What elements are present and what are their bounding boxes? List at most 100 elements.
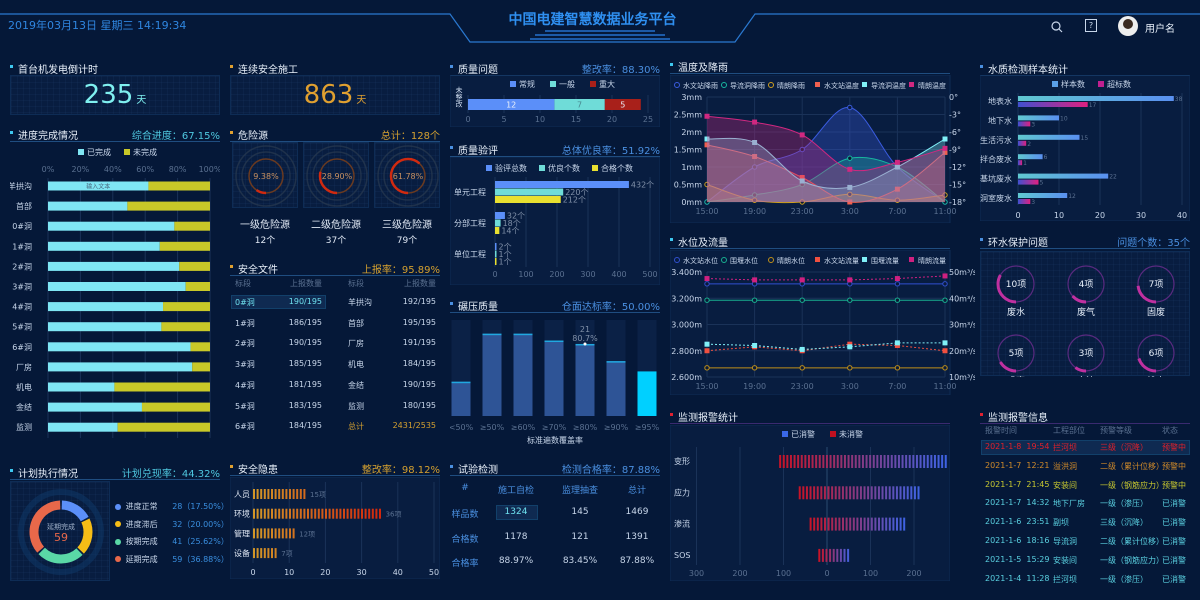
x-tick: 20 <box>607 115 617 124</box>
x-tick: 19:00 <box>743 207 766 216</box>
bar-todo <box>174 221 210 231</box>
avatar[interactable] <box>1118 16 1138 36</box>
legend-label: 进度滞后 <box>125 519 158 529</box>
cleared-segment <box>833 455 836 468</box>
hazard-bar-segment <box>325 508 327 519</box>
x-tick: 3:00 <box>841 382 859 391</box>
username[interactable]: 用户名 <box>1145 24 1175 35</box>
cleared-segment <box>845 517 848 531</box>
table-cell: 合格率 <box>451 559 479 569</box>
cleared-segment <box>851 455 854 468</box>
cleared-segment <box>906 486 909 500</box>
alarm-row[interactable]: 2021-1-5 15:29 安装间 一级（钢筋应力） 已消警 <box>0 555 1200 567</box>
alarm-row[interactable]: 2021-1-4 11:28 拦河坝 一级（渗压） 已消警 <box>0 574 1200 586</box>
hazard-bar-segment <box>263 508 266 519</box>
bar-value: 7 <box>577 101 582 110</box>
category-label: 人员 <box>234 490 250 499</box>
bar-value: 32个 <box>507 212 525 221</box>
legend-item-swatch <box>550 81 556 87</box>
y-left-tick: 3.200m <box>671 294 702 303</box>
legend-label: 晴朗温度 <box>918 81 946 90</box>
x-tick: 7:00 <box>888 382 906 391</box>
rolling-bar <box>606 361 626 416</box>
table-header: 标段 <box>348 279 364 288</box>
bar-value: 3 <box>1031 199 1035 206</box>
hazard-bar-segment <box>379 508 381 519</box>
legend-label: 水文站水位 <box>683 256 718 265</box>
hazard-bar-segment <box>271 508 273 519</box>
cleared-segment <box>856 517 859 531</box>
table-cell: 190/195 <box>288 338 322 348</box>
danger-ring-box: 61.78% <box>374 142 440 208</box>
cleared-segment <box>870 486 873 500</box>
cleared-segment <box>885 486 888 500</box>
plan-legend-item: 进度正常 28（17.50%） <box>115 498 229 516</box>
bar-cap <box>451 381 471 384</box>
table-cell: 6#洞 <box>235 422 255 432</box>
cleared-segment <box>881 517 884 531</box>
cleared-segment <box>827 517 830 531</box>
series-area <box>707 107 945 202</box>
cleared-segment <box>829 455 832 468</box>
rolling-bar <box>513 333 533 416</box>
table-cell: 145 <box>571 507 589 517</box>
hazard-bar-segment <box>289 508 291 519</box>
alarm-row[interactable]: 2021-1-7 12:21 溢洪洞 二级（累计位移） 预警中 <box>0 461 1200 473</box>
danger-label: 二级危险源 <box>311 220 361 231</box>
category-label: 单元工程 <box>454 187 486 197</box>
data-point <box>704 348 710 354</box>
hazard-bar-segment <box>364 508 367 519</box>
table-header: 施工自检 <box>497 486 534 496</box>
help-icon[interactable]: ? <box>1085 19 1097 32</box>
ring-percent: 9.38% <box>253 172 279 181</box>
y-left-tick: 0mm <box>681 198 702 207</box>
table-cell: 183/195 <box>288 400 322 410</box>
cleared-segment <box>887 455 890 468</box>
category-label: 应力 <box>674 487 690 497</box>
y-right-tick: -12° <box>949 163 966 172</box>
alarm-row[interactable]: 2021-1-8 19:54 拦河坝 三级（沉降） 预警中 <box>0 442 1200 454</box>
table-cell: 1#洞 <box>235 318 255 328</box>
data-point <box>894 340 900 346</box>
cleared-segment <box>832 548 835 562</box>
legend-marker <box>909 82 914 87</box>
quality-issue-title-text: 质量问题 <box>458 65 498 76</box>
legend-label: 按期完成 <box>125 537 158 547</box>
bar-value: 36项 <box>386 511 402 519</box>
bar-value: 220个 <box>565 188 588 197</box>
bar-todo <box>148 181 210 191</box>
series-area <box>707 116 945 202</box>
cleared-segment <box>892 517 895 531</box>
search-icon[interactable] <box>1050 19 1064 33</box>
legend-cleared: 已消警 <box>791 429 815 439</box>
x-tick: 3:00 <box>841 207 859 216</box>
hazard-bar-segment <box>267 528 270 539</box>
bar-value: 1 <box>1023 160 1027 167</box>
tests-title-text: 试验检测 <box>458 465 498 476</box>
y-right-tick: -18° <box>949 198 966 207</box>
alarm-row[interactable]: 2021-1-6 23:51 副坝 三级（沉降） 已消警 <box>0 517 1200 529</box>
hazard-bar-segment <box>256 528 259 539</box>
x-tick: ≥95% <box>635 423 660 432</box>
table-cell: 4#洞 <box>235 380 255 390</box>
rolling-title: 碾压质量 仓面达标率：50.00% <box>450 298 660 313</box>
data-point <box>894 297 901 303</box>
alarm-row[interactable]: 2021-1-7 21:45 安装间 一级（钢筋应力） 预警中 <box>0 480 1200 492</box>
eval-bar <box>495 188 564 196</box>
legend-item: 优良个数 <box>548 163 580 173</box>
series-area <box>707 184 945 203</box>
table-header: 预警等级 <box>1100 426 1132 435</box>
legend-marker <box>815 257 820 262</box>
eval-bar <box>495 212 505 219</box>
data-point <box>751 365 758 371</box>
countdown-title-text: 首台机发电倒计时 <box>18 65 98 76</box>
bar-todo <box>192 362 210 372</box>
alarm-row[interactable]: 2021-1-6 18:16 导流洞 二级（累计位移） 已消警 <box>0 536 1200 548</box>
alarm-row[interactable]: 2021-1-7 14:32 地下厂房 一级（渗压） 已消警 <box>0 498 1200 510</box>
cleared-segment <box>841 486 844 500</box>
y-left-tick: 3.000m <box>671 321 702 330</box>
y-right-tick: 20m³/s <box>949 347 975 356</box>
cleared-segment <box>919 455 922 468</box>
